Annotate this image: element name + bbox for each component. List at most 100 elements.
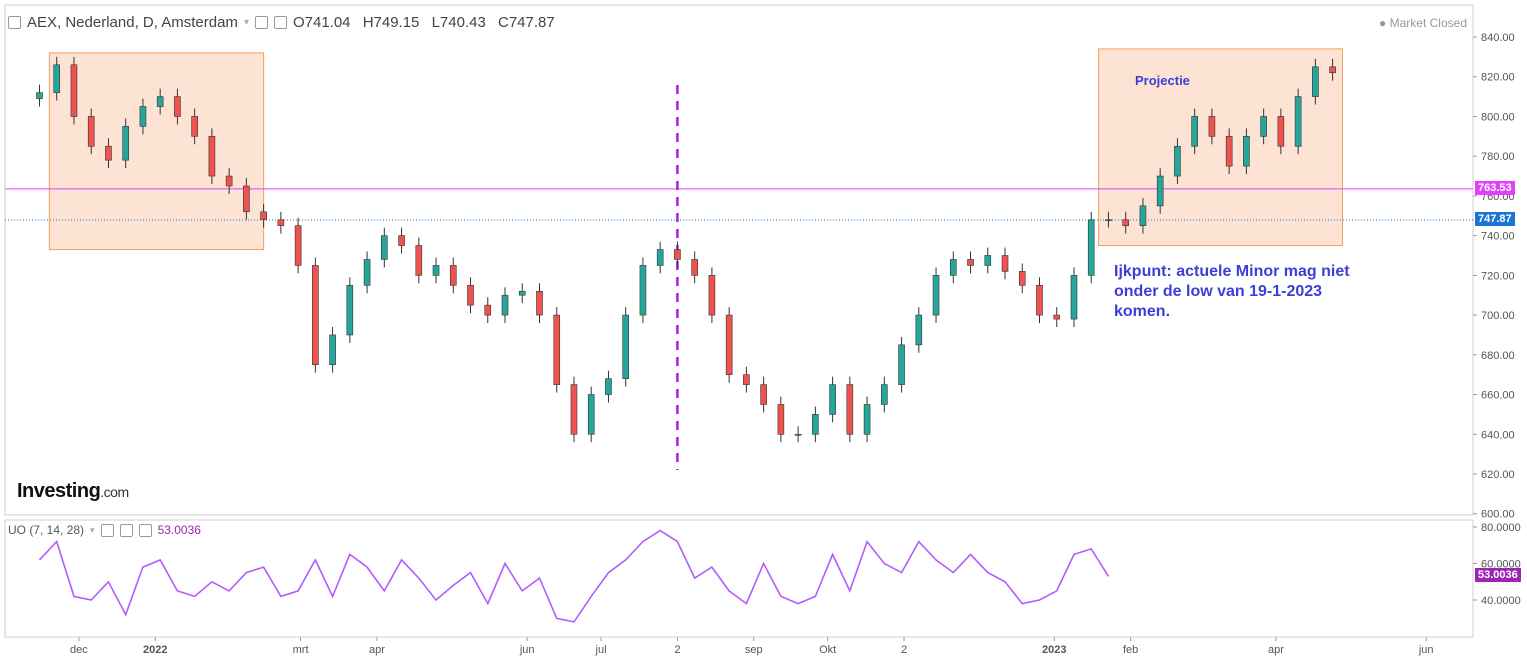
x-tick-label: jun [519,644,535,656]
x-tick-label: 2023 [1042,644,1066,656]
candle-body [139,106,147,127]
logo-domain: .com [100,484,129,500]
x-tick-label: jul [595,644,607,656]
candle-body [1191,116,1198,147]
candle-body [346,284,354,336]
y-tick-label: 700.00 [1481,310,1515,322]
logo-brand: Investing [17,480,101,502]
y-tick-label: 600.00 [1481,509,1515,521]
candle-body [881,384,888,405]
ohlc-values: O741.04 H749.15 L740.43 C747.87 [293,14,563,31]
x-tick-label: sep [745,644,763,656]
x-tick-label: apr [369,644,385,656]
x-tick-label: feb [1123,644,1138,656]
candle-body [415,245,423,276]
status-dot-icon: ● [1379,16,1387,30]
y-tick-label: 680.00 [1481,350,1515,362]
candle-body [277,219,285,227]
projection-label: Projectie [1135,73,1190,88]
x-tick-label: mrt [293,644,309,656]
x-tick-label: 2022 [143,644,167,656]
candle-body [570,384,578,435]
indicator-dropdown-icon[interactable]: ▾ [90,524,95,535]
candle-body [605,378,612,395]
y-tick-label: 660.00 [1481,390,1515,402]
candle-body [70,64,78,117]
market-status-text: Market Closed [1389,16,1467,30]
x-tick-label: apr [1268,644,1284,656]
candle-body [225,175,233,187]
candle-body [122,126,129,161]
uo-value-badge: 53.0036 [1475,568,1521,583]
candle-body [1312,66,1319,97]
indicator-value: 53.0036 [157,523,201,537]
close-value: C747.87 [497,14,555,31]
low-value: L740.43 [431,14,486,31]
candle-body [932,275,940,316]
y-tick-label: 720.00 [1481,270,1515,282]
symbol-title[interactable]: AEX, Nederland, D, Amsterdam [27,14,238,31]
candle-body [1036,284,1043,316]
candle-body [553,314,561,385]
candle-body [777,404,785,435]
candle-body [363,259,371,286]
candle-body [1243,136,1250,167]
dropdown-icon[interactable]: ▾ [243,17,249,28]
candle-body [967,259,974,266]
candle-body [87,116,95,147]
candle-body [398,235,405,246]
candle-body [449,265,457,286]
candle-body [484,304,492,316]
indicator-pane-frame [4,519,1474,638]
x-tick-label: 2 [901,644,907,656]
y-tick-label: 820.00 [1481,72,1515,84]
candle-body [312,265,319,366]
collapse-icon[interactable] [8,16,21,29]
candle-body [243,185,250,213]
candle-body [898,344,905,385]
candle-body [1329,66,1336,74]
candle-body [501,294,509,316]
highlight-box [48,52,265,251]
main-pane-frame [4,4,1474,516]
candle-body [1277,116,1285,147]
chart-header: AEX, Nederland, D, Amsterdam ▾ O741.04 H… [8,14,563,31]
candle-body [1260,116,1267,137]
candle-body [105,145,112,161]
eye-icon[interactable] [254,16,268,29]
candle-body [1105,219,1112,222]
candle-body [1053,314,1061,320]
high-value: H749.15 [362,14,420,31]
candle-body [518,290,526,296]
settings-icon[interactable] [273,16,287,29]
y-tick-label: 800.00 [1481,111,1515,123]
candle-body [674,249,681,260]
candle-body [1122,219,1130,227]
candle-body [829,384,836,415]
candle-body [53,64,61,93]
candle-body [36,92,43,99]
candle-body [1156,175,1164,207]
candle-body [587,394,595,435]
candle-body [863,404,871,435]
uo-y-tick-label: 60.0000 [1481,559,1521,571]
indicator-eye-icon[interactable] [100,523,114,537]
candle-body [1294,96,1302,147]
candle-body [294,225,302,266]
candle-body [156,96,164,107]
indicator-header: UO (7, 14, 28) ▾ 53.0036 [8,523,201,537]
y-tick-label: 620.00 [1481,469,1515,481]
market-status: ● Market Closed [1379,16,1467,30]
uo-y-tick-label: 40.0000 [1481,595,1521,607]
candle-body [1174,145,1181,177]
x-tick-label: 2 [674,644,680,656]
indicator-settings-icon[interactable] [119,523,133,537]
candle-body [1087,219,1095,276]
uo-y-tick-label: 80.0000 [1481,522,1521,534]
indicator-close-icon[interactable] [138,523,152,537]
indicator-label[interactable]: UO (7, 14, 28) [8,523,85,537]
candle-body [191,116,198,137]
x-tick-label: Okt [819,644,836,656]
